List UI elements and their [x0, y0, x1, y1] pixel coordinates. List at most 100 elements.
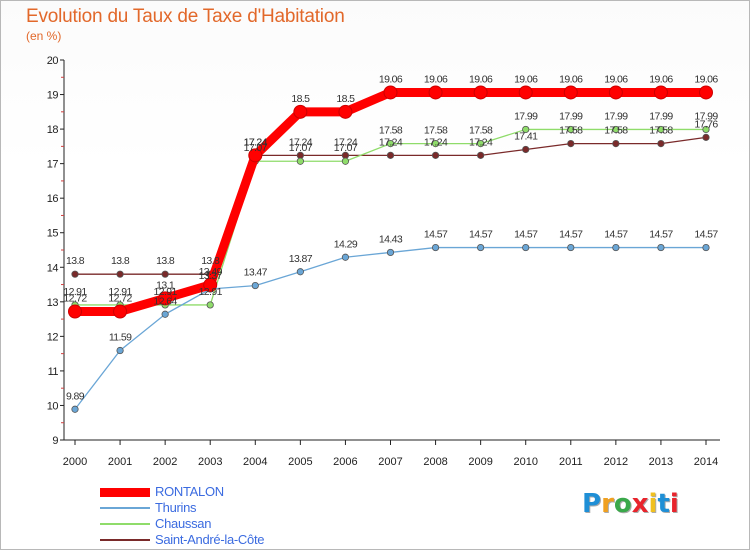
logo-letter: r — [601, 489, 614, 519]
data-label: 17.24 — [244, 136, 268, 148]
data-label: 13.8 — [201, 255, 220, 267]
data-point — [161, 310, 169, 318]
data-point — [473, 85, 488, 100]
y-tick-label: 13 — [47, 297, 59, 309]
data-label: 13.1 — [156, 279, 175, 291]
data-point — [338, 104, 353, 119]
data-point — [203, 277, 218, 292]
data-point — [71, 270, 79, 278]
legend-swatch — [100, 523, 150, 525]
data-label: 17.24 — [244, 136, 268, 148]
y-tick-label: 9 — [52, 435, 58, 447]
data-label: 14.43 — [379, 233, 403, 245]
data-point — [383, 85, 398, 100]
data-point — [296, 157, 304, 165]
x-tick-label: 2005 — [288, 456, 312, 468]
data-label: 12.72 — [63, 292, 87, 304]
y-tick-label: 10 — [47, 400, 59, 412]
data-label: 17.24 — [334, 136, 358, 148]
data-point — [522, 145, 530, 154]
data-label: 17.24 — [469, 136, 493, 148]
data-label: 17.58 — [379, 125, 403, 137]
logo-letter: o — [613, 489, 632, 519]
legend-item: RONTALON — [100, 484, 400, 500]
data-label: 17.58 — [649, 125, 673, 137]
data-label: 19.06 — [649, 73, 673, 85]
x-tick-label: 2013 — [649, 456, 673, 468]
data-point — [158, 291, 173, 306]
x-tick-label: 2006 — [333, 456, 357, 468]
data-point — [386, 151, 395, 159]
y-tick-label: 19 — [47, 90, 59, 102]
data-label: 17.58 — [559, 125, 583, 137]
x-tick-label: 2003 — [198, 456, 222, 468]
legend-item: Saint-André-la-Côte — [100, 532, 400, 548]
data-label: 9.89 — [66, 390, 85, 402]
data-point — [477, 151, 485, 159]
series-layer — [68, 85, 713, 413]
data-point — [612, 243, 620, 252]
legend-swatch — [100, 487, 150, 497]
data-point — [608, 85, 623, 100]
data-point — [653, 85, 668, 100]
data-label: 14.57 — [424, 229, 448, 241]
data-label: 18.5 — [291, 93, 310, 105]
data-point — [248, 148, 263, 163]
legend: RONTALON Thurins Chaussan Saint-André-la-Cô… — [100, 484, 400, 548]
data-label: 17.99 — [514, 110, 538, 122]
data-label: 11.59 — [109, 332, 132, 344]
x-tick-label: 2004 — [243, 456, 267, 468]
y-tick-label: 17 — [47, 159, 59, 171]
data-label: 17.07 — [289, 142, 313, 154]
data-label: 14.57 — [514, 229, 538, 241]
data-label: 13.49 — [199, 266, 223, 278]
data-point — [522, 125, 530, 134]
data-point — [699, 85, 713, 100]
data-label: 13.8 — [111, 255, 130, 267]
x-tick-label: 2010 — [513, 456, 537, 468]
x-tick-label: 2012 — [604, 456, 628, 468]
legend-label: Chaussan — [155, 516, 212, 531]
y-tick-label: 20 — [47, 55, 59, 67]
logo-letter: P — [582, 489, 602, 519]
data-point — [657, 243, 665, 252]
data-point — [518, 85, 533, 100]
logo-letter: i — [669, 489, 679, 519]
y-tick-label: 11 — [48, 366, 59, 378]
data-label: 17.58 — [469, 125, 493, 137]
data-point — [702, 243, 710, 252]
data-point — [567, 140, 575, 148]
data-point — [522, 243, 530, 252]
data-point — [612, 140, 620, 148]
x-tick-label: 2001 — [108, 456, 132, 468]
data-point — [341, 253, 350, 261]
y-axis-unit: (en %) — [26, 29, 62, 43]
chart-title: Evolution du Taux de Taxe d'Habitation — [26, 6, 345, 27]
legend-label: Thurins — [155, 500, 197, 515]
series-thurins — [71, 243, 710, 413]
data-point — [567, 243, 575, 252]
data-label: 17.07 — [244, 142, 268, 154]
legend-item: Thurins — [100, 500, 400, 516]
data-label: 13.37 — [199, 270, 223, 282]
data-point — [386, 248, 395, 257]
data-point — [657, 140, 665, 148]
data-label: 12.64 — [154, 295, 178, 307]
data-label: 17.99 — [604, 110, 628, 122]
data-point — [431, 140, 440, 148]
y-tick-label: 18 — [47, 124, 59, 136]
data-point — [702, 133, 710, 141]
data-label: 19.06 — [604, 73, 628, 85]
y-tick-label: 15 — [47, 228, 59, 240]
legend-label: Saint-André-la-Côte — [155, 532, 265, 547]
series-rontalon — [68, 85, 713, 319]
data-label: 18.5 — [336, 93, 355, 105]
data-point — [341, 157, 350, 165]
data-label: 14.57 — [604, 229, 628, 241]
legend-item: Chaussan — [100, 516, 400, 532]
data-label: 17.76 — [694, 118, 718, 130]
data-point — [161, 270, 169, 278]
proxiti-logo: Proxiti — [582, 489, 679, 519]
legend-label: RONTALON — [155, 484, 224, 499]
